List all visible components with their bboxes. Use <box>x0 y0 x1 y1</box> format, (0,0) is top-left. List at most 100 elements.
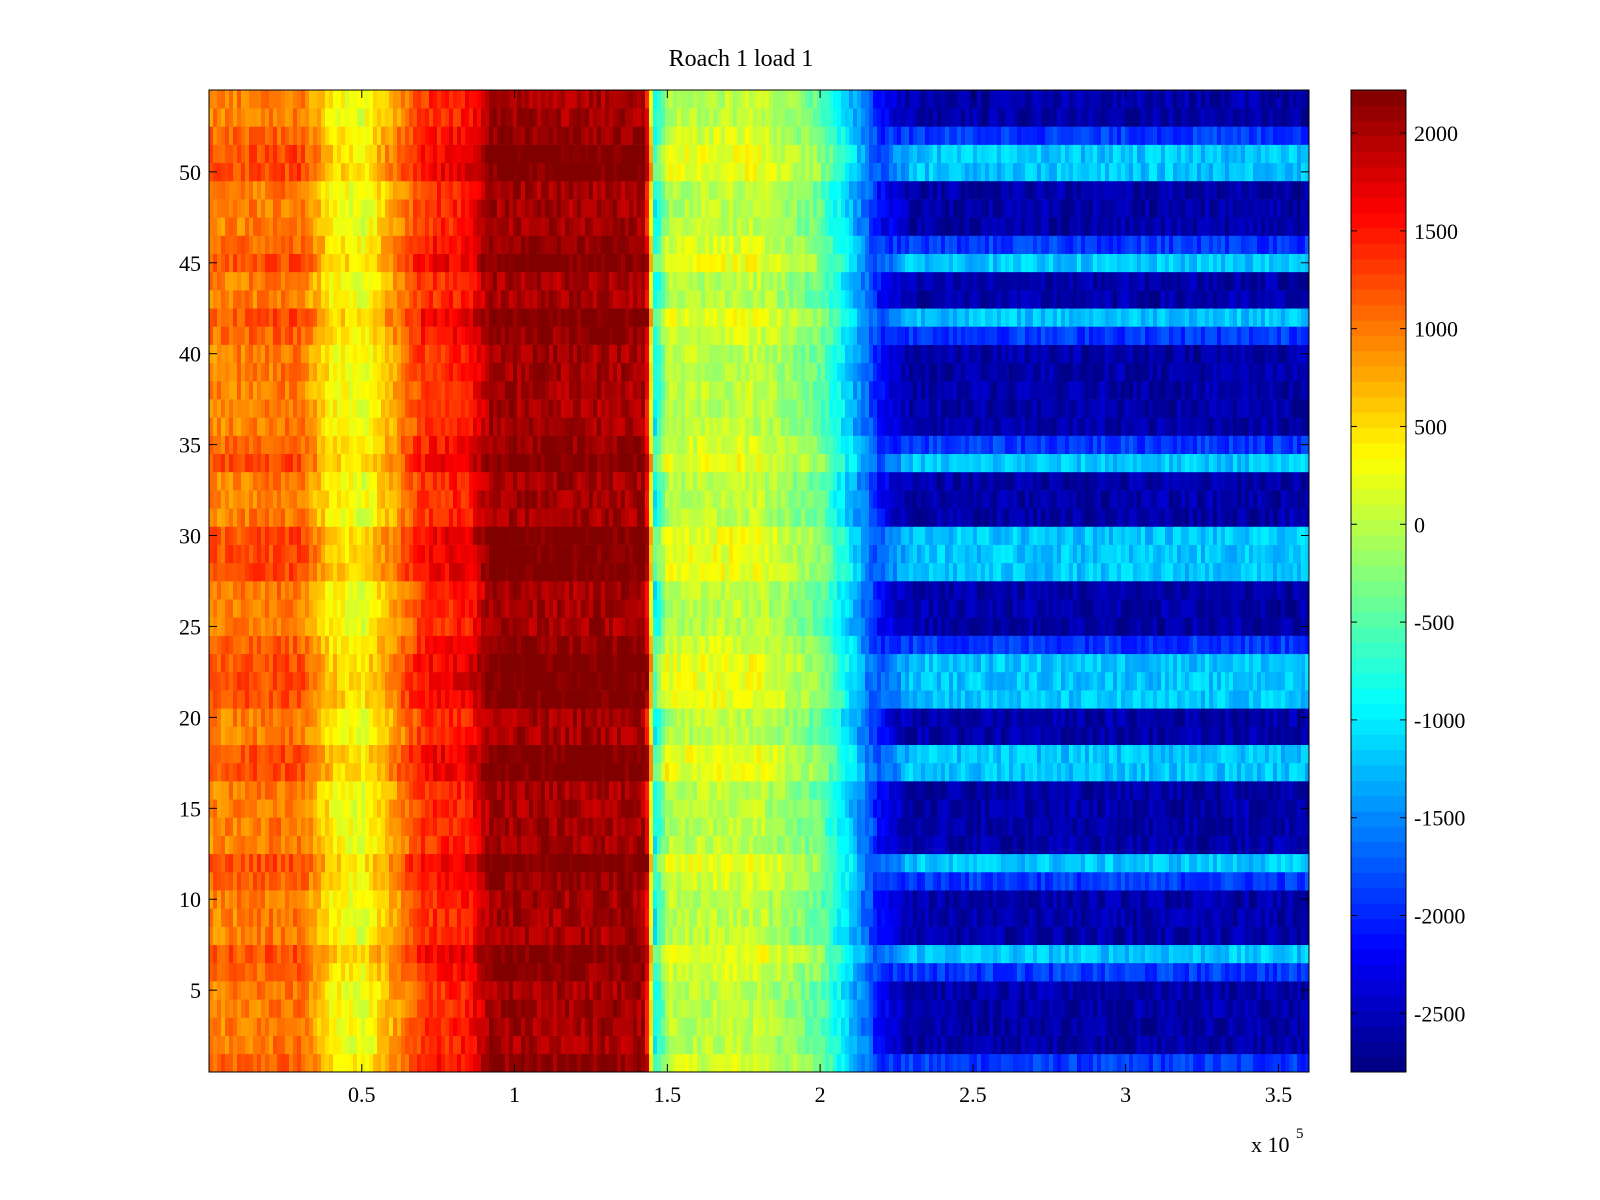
heatmap-cell <box>913 890 918 909</box>
heatmap-cell <box>981 835 986 855</box>
heatmap-cell <box>413 908 418 927</box>
heatmap-cell <box>337 999 342 1018</box>
heatmap-cell <box>281 1053 286 1073</box>
heatmap-cell <box>805 781 810 800</box>
heatmap-cell <box>869 1053 874 1073</box>
heatmap-cell <box>797 817 802 836</box>
heatmap-cell <box>1041 944 1046 964</box>
heatmap-cell <box>637 944 642 964</box>
heatmap-cell <box>1269 944 1274 964</box>
heatmap-cell <box>817 981 822 1000</box>
heatmap-cell <box>1141 981 1146 1000</box>
heatmap-cell <box>1133 890 1138 909</box>
heatmap-cell <box>1061 871 1066 891</box>
heatmap-cell <box>217 744 222 764</box>
heatmap-cell <box>793 1035 798 1055</box>
heatmap-cell <box>221 962 226 982</box>
heatmap-cell <box>273 871 278 891</box>
heatmap-cell <box>577 1053 582 1073</box>
heatmap-cell <box>1049 944 1054 964</box>
heatmap-cell <box>1037 890 1042 909</box>
heatmap-cell <box>885 1053 890 1073</box>
heatmap-cell <box>1001 981 1006 1000</box>
heatmap-cell <box>625 853 630 873</box>
heatmap-cell <box>773 908 778 927</box>
heatmap-cell <box>1301 1035 1306 1055</box>
heatmap-cell <box>857 1035 862 1055</box>
heatmap-cell <box>577 799 582 818</box>
heatmap-cell <box>361 1035 366 1055</box>
heatmap-cell <box>1269 1035 1274 1055</box>
heatmap-cell <box>261 981 266 1000</box>
heatmap-cell <box>1153 781 1158 800</box>
heatmap-cell <box>1169 853 1174 873</box>
heatmap-cell <box>713 853 718 873</box>
heatmap-cell <box>813 1035 818 1055</box>
heatmap-cell <box>881 817 886 836</box>
heatmap-cell <box>1177 799 1182 818</box>
heatmap-cell <box>489 1017 494 1036</box>
heatmap-cell <box>1065 890 1070 909</box>
heatmap-cell <box>1009 744 1014 764</box>
heatmap-cell <box>869 999 874 1018</box>
heatmap-cell <box>677 762 682 782</box>
heatmap-cell <box>737 981 742 1000</box>
heatmap-cell <box>437 944 442 964</box>
heatmap-cell <box>945 1035 950 1055</box>
heatmap-cell <box>253 981 258 1000</box>
heatmap-cell <box>385 908 390 927</box>
heatmap-cell <box>1021 871 1026 891</box>
heatmap-cell <box>237 908 242 927</box>
heatmap-cell <box>1093 944 1098 964</box>
heatmap-cell <box>225 817 230 836</box>
heatmap-cell <box>453 1017 458 1036</box>
heatmap-cell <box>1033 926 1038 946</box>
heatmap-cell <box>517 744 522 764</box>
heatmap-cell <box>1069 1035 1074 1055</box>
heatmap-cell <box>1265 981 1270 1000</box>
heatmap-cell <box>1045 908 1050 927</box>
heatmap-cell <box>1113 835 1118 855</box>
heatmap-cell <box>1277 744 1282 764</box>
heatmap-cell <box>977 799 982 818</box>
heatmap-cell <box>1301 853 1306 873</box>
heatmap-cell <box>1021 962 1026 982</box>
heatmap-cell <box>873 781 878 800</box>
heatmap-cell <box>821 799 826 818</box>
heatmap-cell <box>493 871 498 891</box>
heatmap-cell <box>837 817 842 836</box>
heatmap-cell <box>381 781 386 800</box>
heatmap-cell <box>993 817 998 836</box>
heatmap-cell <box>653 926 658 946</box>
heatmap-cell <box>417 762 422 782</box>
heatmap-cell <box>957 744 962 764</box>
heatmap-cell <box>245 853 250 873</box>
heatmap-cell <box>1177 908 1182 927</box>
heatmap-cell <box>441 962 446 982</box>
heatmap-cell <box>1085 762 1090 782</box>
heatmap-cell <box>361 944 366 964</box>
heatmap-cell <box>321 762 326 782</box>
heatmap-cell <box>1293 944 1298 964</box>
heatmap-cell <box>601 944 606 964</box>
heatmap-cell <box>897 781 902 800</box>
heatmap-cell <box>1201 799 1206 818</box>
heatmap-cell <box>749 762 754 782</box>
heatmap-cell <box>817 1017 822 1036</box>
heatmap-cell <box>881 999 886 1018</box>
heatmap-cell <box>893 871 898 891</box>
heatmap-cell <box>741 999 746 1018</box>
heatmap-cell <box>1197 1053 1202 1073</box>
heatmap-cell <box>941 781 946 800</box>
heatmap-cell <box>1185 962 1190 982</box>
heatmap-cell <box>761 1035 766 1055</box>
heatmap-cell <box>949 962 954 982</box>
heatmap-cell <box>685 853 690 873</box>
heatmap-cell <box>993 744 998 764</box>
heatmap-cell <box>545 999 550 1018</box>
heatmap-cell <box>373 871 378 891</box>
heatmap-cell <box>1021 908 1026 927</box>
heatmap-cell <box>477 1017 482 1036</box>
heatmap-cell <box>645 744 650 764</box>
heatmap-cell <box>1153 817 1158 836</box>
